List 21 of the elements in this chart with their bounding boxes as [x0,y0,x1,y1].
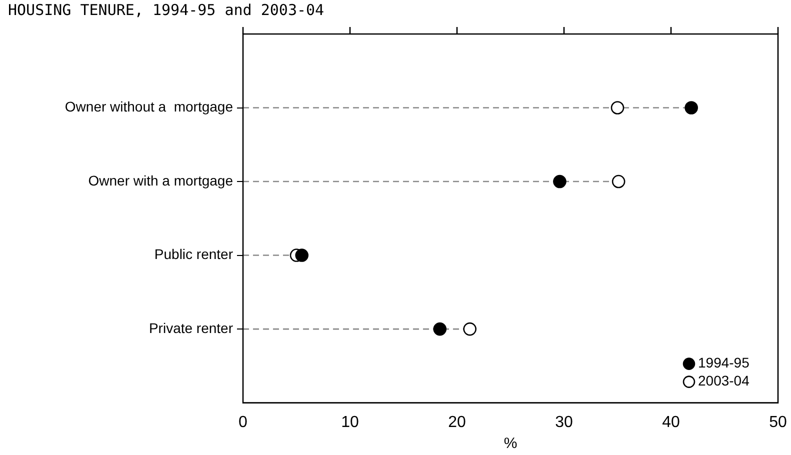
point [433,322,447,336]
y-tick-label: Public renter [154,246,234,262]
y-tick-label: Owner without a mortgage [64,98,234,115]
legend-label: 1994-95 [698,354,750,371]
x-tick-label: 20 [448,414,466,431]
x-tick-label: 40 [662,414,680,431]
x-tick-label: 0 [238,414,248,431]
x-tick-label: 30 [555,414,573,431]
legend-label: 2003-04 [698,372,750,389]
point [684,101,698,114]
chart-title: HOUSING TENURE, 1994-95 and 2003-04 [8,0,324,19]
x-tick-label: 50 [769,414,787,431]
point [295,248,308,262]
point [553,174,566,188]
point [463,322,476,336]
y-tick-label: Owner with a mortgage [88,172,234,188]
x-axis-title: % [504,435,518,452]
x-tick-label: 10 [341,414,359,431]
point [610,101,624,114]
point [612,174,626,188]
y-tick-label: Private renter [148,320,234,336]
